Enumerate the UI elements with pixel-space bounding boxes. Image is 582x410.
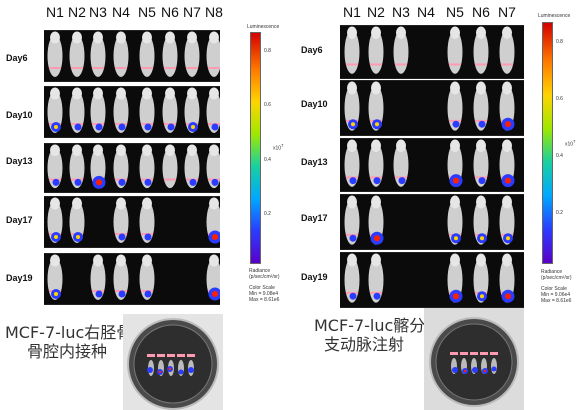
- left-petri-dish-photo: [123, 314, 223, 410]
- left-radiance-label: Radiance: [249, 268, 271, 274]
- left-colorbar-title: Luminescence: [247, 24, 280, 30]
- left-colorbar-tick: 0.4: [264, 157, 271, 163]
- right-caption-line2: 支动脉注射: [324, 335, 405, 354]
- left-panel: N1 N2 N3 N4 N5 N6 N7 N8 Day6 Day10 Day13…: [0, 0, 290, 410]
- left-colorbar-tick: 0.8: [264, 48, 271, 54]
- left-col-label: N6: [161, 4, 179, 20]
- left-colorbar: [250, 32, 261, 264]
- left-radiance-units: (p/sec/cm²/sr): [249, 274, 280, 280]
- left-row-label: Day17: [6, 215, 33, 225]
- left-col-label: N1: [46, 4, 64, 20]
- left-col-label: N4: [112, 4, 130, 20]
- right-column-labels: N1 N2 N3 N4 N5 N6 N7: [290, 0, 582, 22]
- right-row-label: Day13: [301, 157, 328, 167]
- left-row-label: Day6: [6, 53, 28, 63]
- left-strip: [44, 196, 220, 248]
- right-strip: [340, 25, 524, 79]
- right-strip: [340, 194, 524, 250]
- right-radiance-label: Radiance: [541, 269, 563, 275]
- left-strip: [44, 253, 220, 305]
- right-caption-line1: MCF-7-luc髂分: [314, 316, 426, 335]
- left-row-label: Day13: [6, 156, 33, 166]
- right-col-label: N5: [446, 4, 464, 20]
- left-caption-line1: MCF-7-luc右胫骨: [5, 323, 133, 342]
- left-strip: [44, 143, 220, 193]
- right-strip: [340, 80, 524, 136]
- right-col-label: N3: [392, 4, 410, 20]
- left-col-label: N8: [205, 4, 223, 20]
- right-col-label: N2: [367, 4, 385, 20]
- right-caption: MCF-7-luc髂分 支动脉注射: [314, 316, 425, 354]
- left-colorbar-exponent: x107: [273, 143, 284, 152]
- right-row-label: Day17: [301, 213, 328, 223]
- left-color-scale-min: Min = 9.08e4: [249, 291, 279, 297]
- right-colorbar-tick: 0.4: [556, 153, 563, 159]
- right-row-label: Day6: [301, 45, 323, 55]
- right-colorbar-tick: 0.6: [556, 96, 563, 102]
- left-strip: [44, 30, 220, 82]
- right-colorbar-tick: 0.8: [556, 39, 563, 45]
- left-colorbar-tick: 0.2: [264, 211, 271, 217]
- right-color-scale-label: Color Scale: [541, 286, 567, 292]
- right-strip: [340, 138, 524, 192]
- right-panel: N1 N2 N3 N4 N5 N6 N7 Day6 Day10 Day13 Da…: [290, 0, 582, 410]
- left-col-label: N2: [68, 4, 86, 20]
- right-radiance-units: (p/sec/cm²/sr): [541, 275, 572, 281]
- right-col-label: N4: [417, 4, 435, 20]
- right-col-label: N1: [343, 4, 361, 20]
- right-strip: [340, 252, 524, 308]
- left-colorbar-tick: 0.6: [264, 102, 271, 108]
- left-col-label: N5: [138, 4, 156, 20]
- left-col-label: N3: [89, 4, 107, 20]
- left-caption: MCF-7-luc右胫骨 骨腔内接种: [5, 323, 132, 361]
- right-col-label: N7: [498, 4, 516, 20]
- right-colorbar: [542, 22, 553, 264]
- right-row-label: Day19: [301, 272, 328, 282]
- left-strip: [44, 86, 220, 138]
- left-row-label: Day10: [6, 110, 33, 120]
- left-caption-line2: 骨腔内接种: [27, 342, 108, 361]
- left-column-labels: N1 N2 N3 N4 N5 N6 N7 N8: [0, 0, 290, 22]
- right-color-scale-min: Min = 9.06e4: [541, 292, 571, 298]
- left-color-scale-label: Color Scale: [249, 285, 275, 291]
- left-row-label: Day19: [6, 273, 33, 283]
- right-col-label: N6: [472, 4, 490, 20]
- right-petri-dish-photo: [424, 308, 524, 410]
- left-col-label: N7: [183, 4, 201, 20]
- right-colorbar-exponent: x107: [565, 139, 576, 148]
- right-colorbar-tick: 0.2: [556, 210, 563, 216]
- right-row-label: Day10: [301, 99, 328, 109]
- left-color-scale-max: Max = 8.61e6: [249, 297, 280, 303]
- right-colorbar-title: Luminescence: [538, 13, 571, 19]
- right-color-scale-max: Max = 8.61e6: [541, 298, 572, 304]
